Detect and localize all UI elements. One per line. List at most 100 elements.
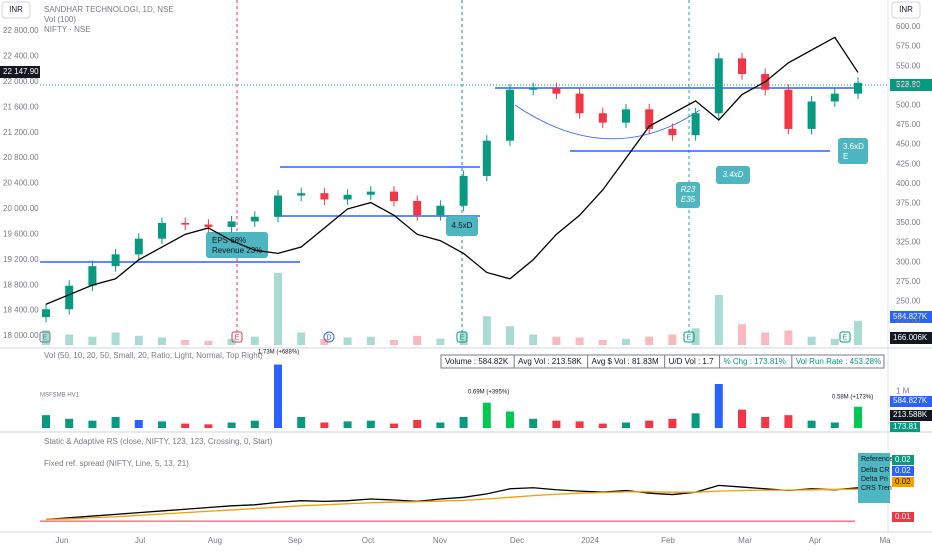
- nifty-line: [45, 36, 859, 305]
- event-label: E: [460, 334, 465, 341]
- stats-item: Avg Vol : 213.58K: [518, 357, 582, 366]
- volume-overlay-bar: [668, 334, 677, 345]
- candle-body: [111, 254, 120, 267]
- candle-body: [552, 88, 561, 94]
- candle-body: [506, 89, 514, 141]
- candle-body: [529, 88, 538, 90]
- stats-frame: [440, 354, 885, 369]
- y2-tick-label: 18 400.00: [3, 306, 39, 315]
- event-label: E: [687, 334, 692, 341]
- volume-overlay-bar: [784, 330, 793, 345]
- candle-body: [714, 58, 723, 114]
- candle-body: [668, 128, 677, 136]
- y-tick-label: 350.00: [896, 218, 921, 227]
- candle-body: [784, 89, 793, 129]
- candle-body: [854, 82, 862, 94]
- volume-overlay-bar: [65, 334, 74, 345]
- rs-tag-label: 0.01: [895, 512, 911, 521]
- rs-tag-label: 0.02: [895, 466, 911, 475]
- volume-bar: [320, 422, 329, 428]
- vol-tag: [890, 422, 920, 432]
- volume-overlay-bar: [761, 332, 770, 345]
- y-tick-label: 300.00: [896, 257, 921, 266]
- vol-tag-label: 166.006K: [893, 333, 928, 342]
- candle-body: [343, 194, 352, 200]
- volume-bar: [297, 417, 306, 428]
- volume-bar: [738, 409, 746, 428]
- price-tag: [0, 66, 40, 78]
- annotation: E: [843, 152, 848, 161]
- volume-overlay-bar: [575, 337, 584, 345]
- y-tick-label: 400.00: [896, 179, 921, 188]
- volume-bar: [622, 422, 630, 428]
- volume-overlay-bar: [320, 338, 329, 345]
- y2-tick-label: 18 000.00: [3, 331, 39, 340]
- event-marker: [39, 331, 51, 343]
- time-label: Aug: [208, 536, 222, 545]
- annotation: 3.6xD: [843, 142, 864, 151]
- vol-annotation: 1.73M (+688%): [258, 350, 299, 356]
- legend-vol: Vol (100): [44, 15, 76, 24]
- annotation-box: [716, 166, 750, 184]
- candle-body: [320, 193, 329, 200]
- candle-body: [738, 58, 746, 75]
- volume-bar: [204, 424, 213, 428]
- rs-ref: Delta Pri: [861, 476, 888, 483]
- y2-tick-label: 21 600.00: [3, 102, 39, 111]
- y2-tick-label: 22 400.00: [3, 52, 39, 61]
- cup-curve: [514, 104, 701, 140]
- candle-body: [274, 195, 282, 217]
- currency-box[interactable]: [891, 1, 921, 19]
- volume-overlay-bar: [482, 316, 491, 345]
- volume-overlay-bar: [158, 337, 166, 345]
- candle-body: [459, 175, 468, 206]
- volume-bar: [552, 420, 561, 428]
- vol-annotation: 0.69M (+395%): [468, 390, 509, 396]
- time-label: Mar: [738, 536, 752, 545]
- candle-body: [807, 101, 816, 129]
- volume-overlay-bar: [459, 332, 468, 345]
- annotation: 4.5xD: [452, 221, 473, 230]
- y2-tick-label: 20 000.00: [3, 204, 39, 213]
- volume-bar: [506, 411, 514, 428]
- volume-bar: [65, 418, 74, 428]
- currency-box[interactable]: [1, 1, 31, 19]
- legend-nifty: NIFTY · NSE: [44, 25, 91, 34]
- y2-tick-label: 22 800.00: [3, 26, 39, 35]
- rs-tag: [892, 466, 914, 476]
- stats-item: Volume : 584.82K: [445, 357, 509, 366]
- candle-body: [88, 266, 97, 286]
- stats-item: Vol Run Rate : 453.28%: [796, 357, 881, 366]
- volume-bar: [250, 420, 259, 428]
- annotation-box: [838, 138, 868, 164]
- y-tick-label: 500.00: [896, 101, 921, 110]
- volume-overlay-bar: [854, 320, 862, 345]
- legend-rs-pane: Static & Adaptive RS (close, NIFTY, 123,…: [44, 437, 273, 446]
- rs-ref: CRS Tren: [861, 485, 892, 492]
- vol-tag: [890, 311, 932, 323]
- time-label: Ma: [879, 536, 891, 545]
- volume-overlay-bar: [622, 338, 630, 345]
- candle-body: [297, 193, 306, 196]
- volume-bar: [645, 420, 654, 428]
- candle-body: [482, 140, 491, 176]
- event-label: E: [843, 334, 848, 341]
- volume-bar: [714, 384, 723, 428]
- annotation: R23: [681, 185, 696, 194]
- volume-bar: [691, 413, 700, 428]
- annotation-box: [676, 182, 700, 208]
- stats-box: Volume : 584.82K Avg Vol : 213.58K Avg $ V…: [440, 354, 885, 369]
- volume-bar: [598, 423, 607, 428]
- y2-tick-label: 19 600.00: [3, 229, 39, 238]
- volume-overlay-bar: [227, 338, 236, 345]
- price-tag-label: 22 147.90: [3, 67, 39, 76]
- annotation: E35: [681, 195, 696, 204]
- candle-body: [691, 113, 700, 136]
- volume-overlay-bar: [830, 338, 839, 345]
- volume-overlay-bar: [552, 336, 561, 345]
- rs-reference-box: [858, 453, 890, 503]
- volume-overlay-bar: [134, 335, 143, 345]
- volume-overlay-bar: [714, 295, 723, 345]
